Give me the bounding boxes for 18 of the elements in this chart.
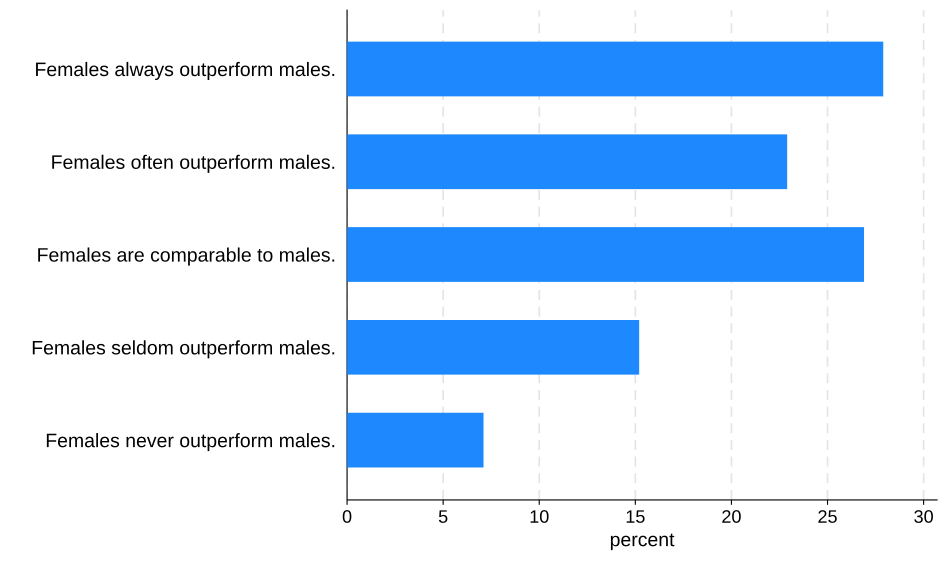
y-tick-label: Females always outperform males. — [36, 62, 334, 80]
y-tick-label: Females seldom outperform males. — [32, 340, 334, 358]
x-tick-label: 25 — [818, 510, 837, 523]
y-tick-label: Females often outperform males. — [52, 154, 334, 173]
x-tick-label: 30 — [914, 510, 933, 523]
y-tick-label: Females are comparable to males. — [38, 247, 334, 266]
bar — [347, 134, 788, 190]
bar — [347, 227, 864, 282]
x-axis-title: percent — [610, 534, 674, 550]
x-tick-label: 15 — [626, 510, 645, 523]
bar — [347, 412, 484, 468]
x-tick-label: 5 — [438, 510, 448, 523]
x-tick-label: 20 — [722, 510, 741, 523]
y-tick-label: Females never outperform males. — [46, 433, 334, 452]
bar — [347, 320, 640, 375]
x-tick-label: 0 — [342, 510, 352, 523]
x-tick-label: 10 — [530, 510, 549, 523]
bar — [347, 42, 884, 96]
